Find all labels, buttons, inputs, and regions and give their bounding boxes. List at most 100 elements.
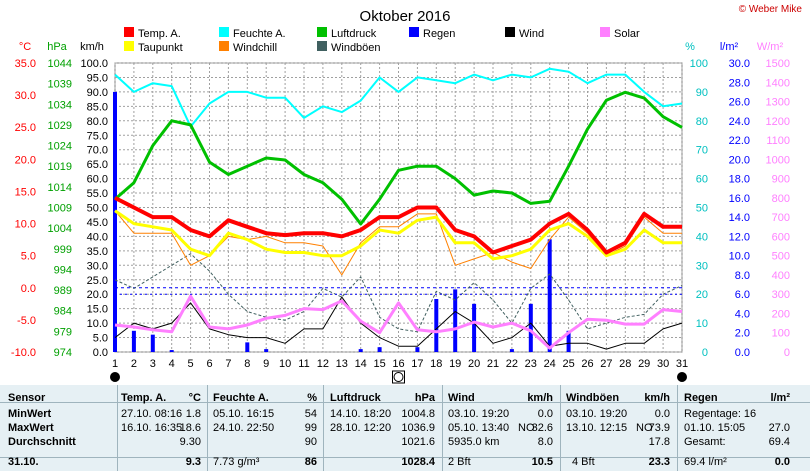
x-tick-label: 23 [525,358,537,370]
tick-label-wind: 10.0 [87,318,108,330]
tick-label-rain: 12.0 [729,231,750,243]
tick-label-pressure: 1014 [48,182,72,194]
tick-label-solar: 200 [772,308,790,320]
tick-label-rain: 18.0 [729,174,750,186]
series-line-windb-en [114,253,683,333]
x-tick-label: 17 [411,358,423,370]
temp-avg-value: 9.30 [179,436,201,448]
axis-label-wind: km/h [80,41,104,53]
tick-label-wind: 80.0 [87,116,108,128]
tick-label-pressure: 1009 [48,203,72,215]
x-tick-label: 25 [562,358,574,370]
gusts-min-value: 0.0 [654,408,670,420]
x-tick-label: 13 [336,358,348,370]
x-tick-label: 15 [373,358,385,370]
x-tick-label: 20 [468,358,480,370]
tick-label-solar: 600 [772,231,790,243]
tick-label-solar: 0 [784,347,790,359]
tick-label-pressure: 1029 [48,120,72,132]
stats-col-humidity: Feuchte A.% 05.10. 16:15 54 24.10. 22:50 9… [213,385,317,471]
tick-label-solar: 1000 [766,154,790,166]
rain-bar [264,349,269,352]
tick-label-pressure: 984 [54,306,72,318]
stats-unit-gusts: km/h [644,392,670,404]
stats-col-pressure: Luftdruck hPa 14.10. 18:20 1004.8 28.10. 1… [330,385,435,471]
gusts-max-value: 73.9 [648,422,670,434]
pressure-max-time: 28.10. 12:20 [330,422,392,434]
legend-label: Luftdruck [331,28,377,40]
tick-label-rain: 16.0 [729,193,750,205]
tick-label-temp: 5.0 [21,251,36,263]
tick-label-wind: 90.0 [87,87,108,99]
tick-label-pressure: 979 [54,326,72,338]
temp-current-value: 9.3 [185,456,201,468]
series-line-luftdruck [114,90,683,226]
tick-label-wind: 30.0 [87,260,108,272]
axis-labels: 35.030.025.020.015.010.05.00.0-5.0-10.0°… [11,41,790,384]
rain-total-label: Gesamt: [684,436,726,448]
series-line-temp-a [114,196,682,255]
pressure-max-value: 1036.9 [401,422,435,434]
axis-label-pressure: hPa [47,41,67,53]
rain-bar [528,303,533,352]
tick-label-wind: 85.0 [87,101,108,113]
stats-unit-rain: l/m² [770,392,790,404]
tick-label-rain: 30.0 [729,58,750,70]
tick-label-solar: 900 [772,174,790,186]
temp-max-value: 18.6 [179,422,201,434]
gusts-min-time: 03.10. 19:20 [566,408,628,420]
stats-header-wind: Wind [448,392,475,404]
stats-header-gusts: Windböen [566,392,620,404]
rain-bar [169,350,174,352]
temp-max-time: 16.10. 16:35 [121,422,183,434]
tick-label-pressure: 974 [54,347,72,359]
wind-avg-value: 8.0 [537,436,553,448]
tick-label-humidity: 20 [696,289,708,301]
stats-header-sensor: Sensor [8,392,46,404]
humidity-min-value: 54 [304,408,317,420]
legend-label: Windböen [331,42,381,54]
rain-bar [358,349,363,352]
tick-label-pressure: 1024 [48,141,72,153]
tick-label-wind: 50.0 [87,203,108,215]
wind-max-value: 32.6 [531,422,553,434]
rain-bar [566,330,571,352]
rain-total-value: 69.4 [768,436,790,448]
legend-label: Wind [519,28,544,40]
tick-label-pressure: 1034 [48,99,72,111]
series-line-taupunkt [114,209,682,261]
tick-label-wind: 15.0 [87,304,108,316]
rain-bar [377,347,382,352]
rain-bar [472,303,477,352]
rain-bar [150,334,155,352]
tick-label-wind: 40.0 [87,231,108,243]
axis-label-rain: l/m² [720,41,739,53]
tick-label-rain: 6.0 [735,289,750,301]
stats-col-sensor: Sensor MinWert MaxWert Durchschnitt 31.1… [8,385,113,471]
tick-label-solar: 700 [772,212,790,224]
rain-bar [415,347,420,352]
rain-bar [113,91,117,353]
tick-label-rain: 28.0 [729,77,750,89]
stats-col-wind: Wind km/h 03.10. 19:20 0.0 05.10. 13:40 NO 3… [448,385,553,471]
series-line-wind [114,296,683,350]
tick-label-humidity: 40 [696,231,708,243]
rain-current-value: 0.0 [774,456,790,468]
x-tick-label: 22 [506,358,518,370]
stats-unit-humidity: % [307,392,317,404]
tick-label-temp: 25.0 [15,122,36,134]
stats-label-max: MaxWert [8,422,54,434]
pressure-avg-value: 1021.6 [401,436,435,448]
rain-bar [509,349,514,352]
x-tick-label: 7 [225,358,231,370]
x-tick-label: 8 [244,358,250,370]
rain-max-value: 27.0 [768,422,790,434]
pressure-current-value: 1028.4 [401,456,435,468]
gusts-beaufort: 4 Bft [572,456,595,468]
legend-swatch [317,27,327,37]
x-tick-label: 11 [298,358,309,370]
tick-label-rain: 10.0 [729,251,750,263]
stats-header-rain: Regen [684,392,718,404]
tick-label-wind: 65.0 [87,159,108,171]
x-tick-label: 31 [676,358,688,370]
